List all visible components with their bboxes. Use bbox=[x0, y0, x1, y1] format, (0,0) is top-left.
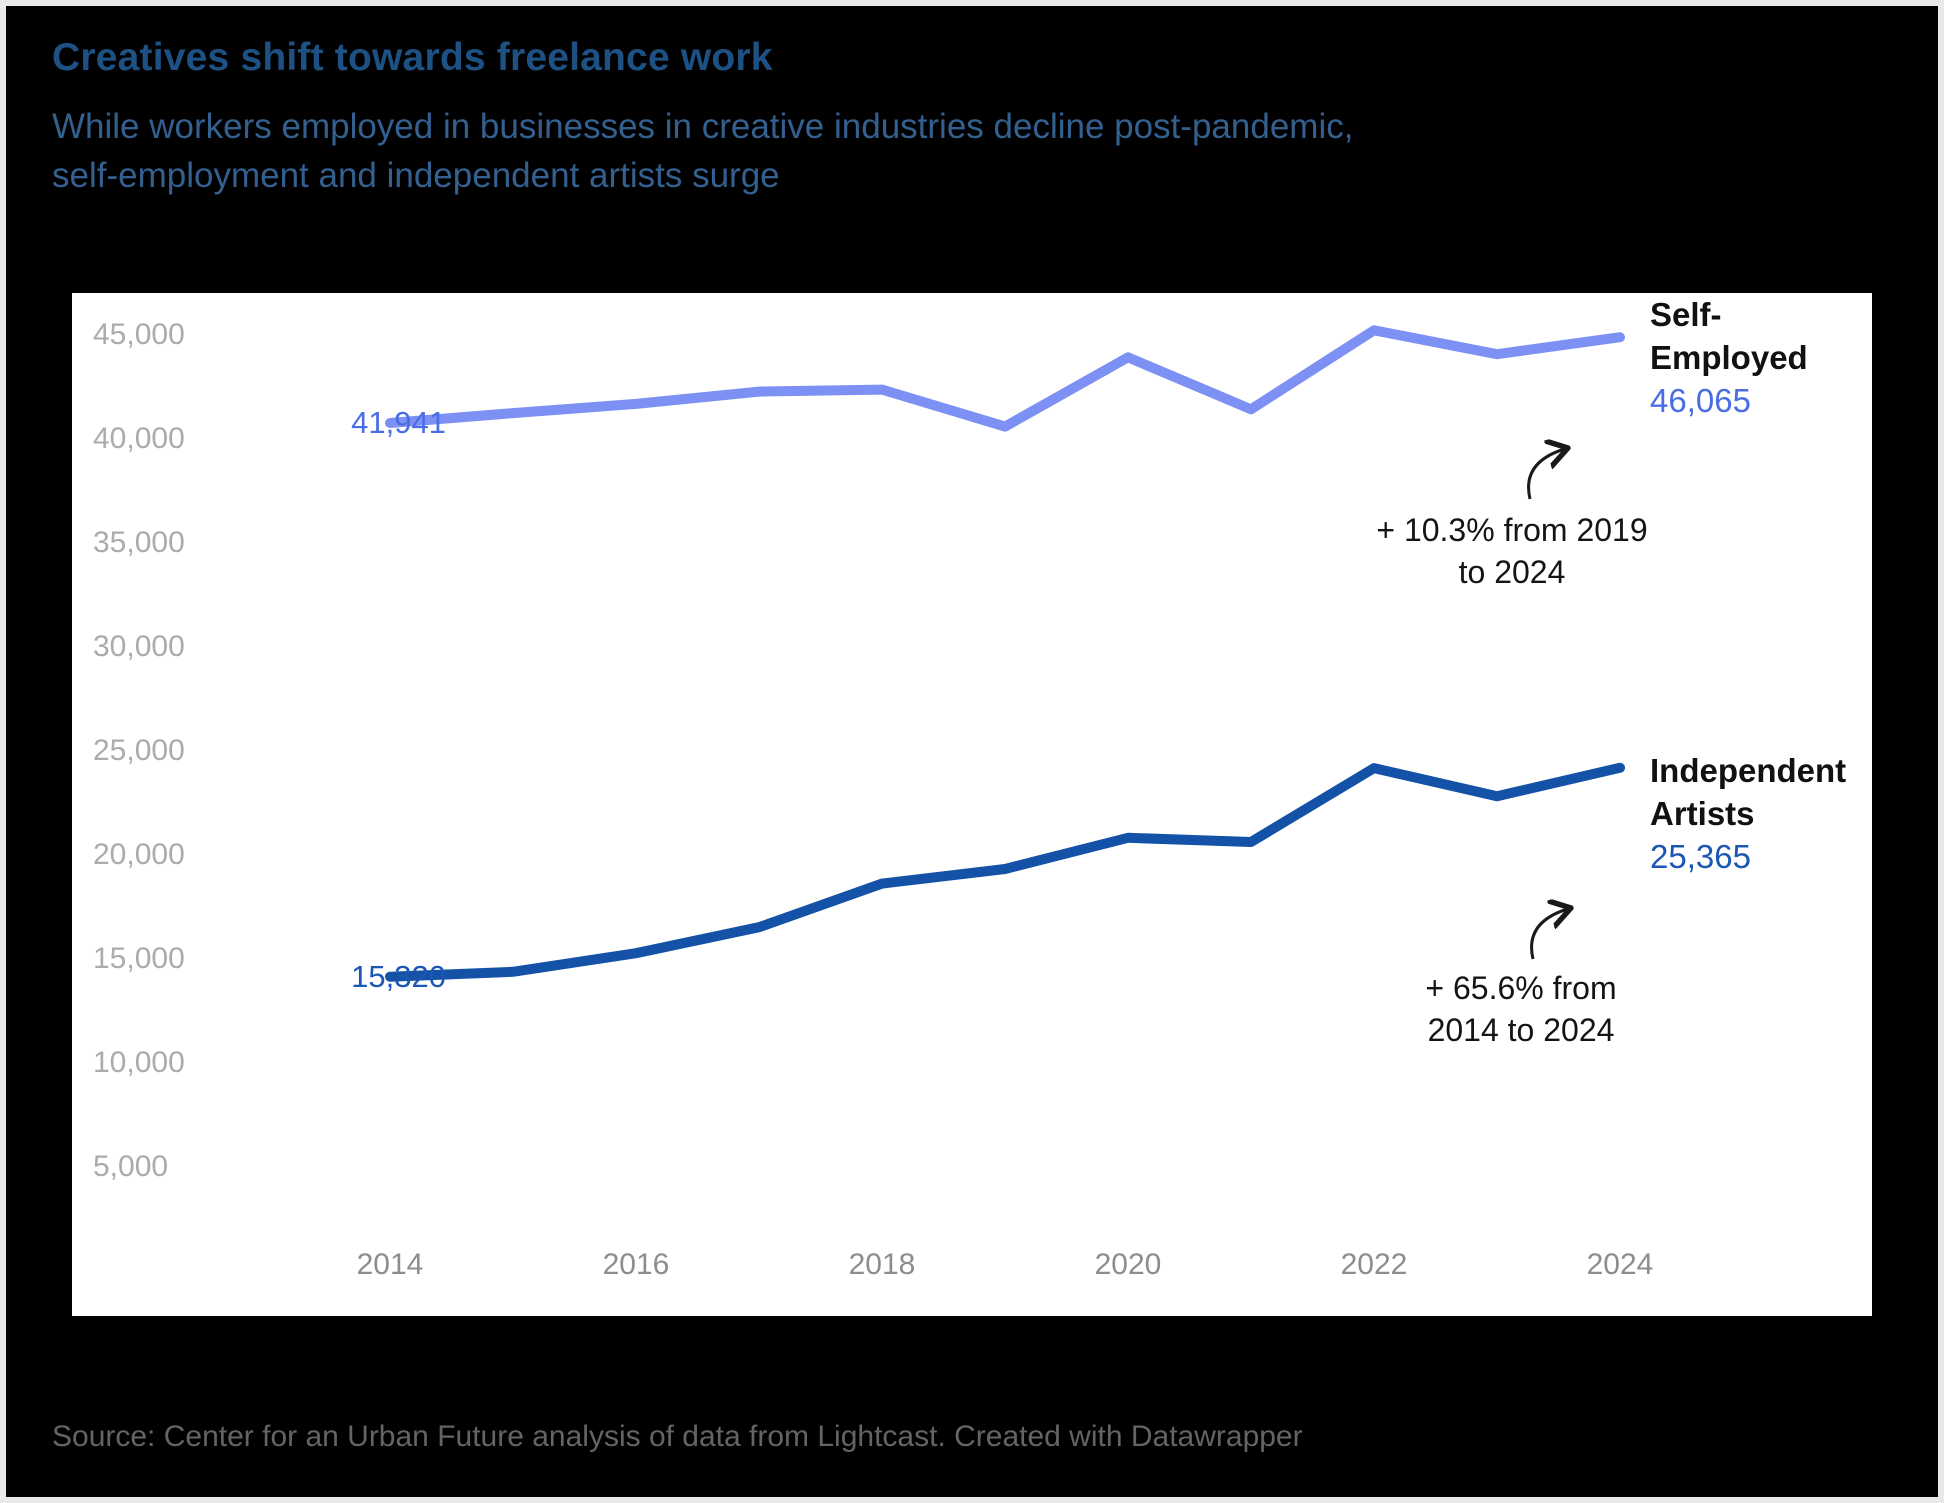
y-tick-15,000: 15,000 bbox=[93, 942, 185, 975]
independent-artists-name-line-1: Independent bbox=[1650, 752, 1847, 789]
self-employed-annotation: + 10.3% from 2019 to 2024 bbox=[1322, 509, 1702, 593]
self-employed-line bbox=[385, 325, 1625, 432]
source-attribution: Source: Center for an Urban Future analy… bbox=[52, 1420, 1303, 1453]
y-tick-5,000: 5,000 bbox=[93, 1150, 169, 1183]
x-tick-2014: 2014 bbox=[356, 1248, 424, 1281]
self-employed-start-value: 41,941 bbox=[351, 405, 446, 440]
independent-artists-series-label: Independent Artists 25,365 bbox=[1650, 749, 1870, 878]
independent-artists-annotation-arrow bbox=[1530, 908, 1571, 960]
self-employed-end-value: 46,065 bbox=[1650, 382, 1751, 419]
x-tick-2018: 2018 bbox=[848, 1248, 916, 1281]
y-tick-20,000: 20,000 bbox=[93, 838, 185, 871]
self-employed-annotation-line-2: to 2024 bbox=[1458, 554, 1566, 590]
y-tick-40,000: 40,000 bbox=[93, 422, 185, 455]
x-tick-2024: 2024 bbox=[1586, 1248, 1654, 1281]
self-employed-name-line-1: Self- bbox=[1650, 296, 1722, 333]
line-chart-svg bbox=[385, 325, 1625, 982]
independent-artists-annotation-line-2: 2014 to 2024 bbox=[1427, 1012, 1615, 1048]
y-tick-10,000: 10,000 bbox=[93, 1046, 185, 1079]
x-tick-2016: 2016 bbox=[602, 1248, 670, 1281]
independent-artists-annotation-line-1: + 65.6% from bbox=[1425, 970, 1617, 1006]
page-subtitle-line-1: While workers employed in businesses in … bbox=[52, 107, 1354, 146]
x-tick-2022: 2022 bbox=[1340, 1248, 1408, 1281]
y-tick-25,000: 25,000 bbox=[93, 734, 185, 767]
independent-artists-line bbox=[385, 762, 1625, 982]
page-title: Creatives shift towards freelance work bbox=[52, 36, 773, 79]
page-subtitle-line-2: self-employment and independent artists … bbox=[52, 156, 780, 195]
y-tick-30,000: 30,000 bbox=[93, 630, 185, 663]
independent-artists-annotation: + 65.6% from 2014 to 2024 bbox=[1331, 967, 1711, 1051]
self-employed-annotation-line-1: + 10.3% from 2019 bbox=[1376, 512, 1648, 548]
data-lines-group bbox=[385, 325, 1625, 982]
self-employed-annotation-arrow bbox=[1527, 448, 1568, 500]
independent-artists-name-line-2: Artists bbox=[1650, 795, 1755, 832]
y-tick-35,000: 35,000 bbox=[93, 526, 185, 559]
independent-artists-end-value: 25,365 bbox=[1650, 838, 1751, 875]
y-tick-45,000: 45,000 bbox=[93, 318, 185, 351]
page-subtitle: While workers employed in businesses in … bbox=[52, 102, 1353, 200]
x-tick-2020: 2020 bbox=[1094, 1248, 1162, 1281]
chart-plot-area: 45,000 40,000 35,000 30,000 25,000 20,000 15,0… bbox=[72, 293, 1872, 1316]
independent-artists-start-value: 15,320 bbox=[351, 959, 446, 994]
self-employed-series-label: Self- Employed 46,065 bbox=[1650, 293, 1870, 422]
self-employed-name-line-2: Employed bbox=[1650, 339, 1808, 376]
